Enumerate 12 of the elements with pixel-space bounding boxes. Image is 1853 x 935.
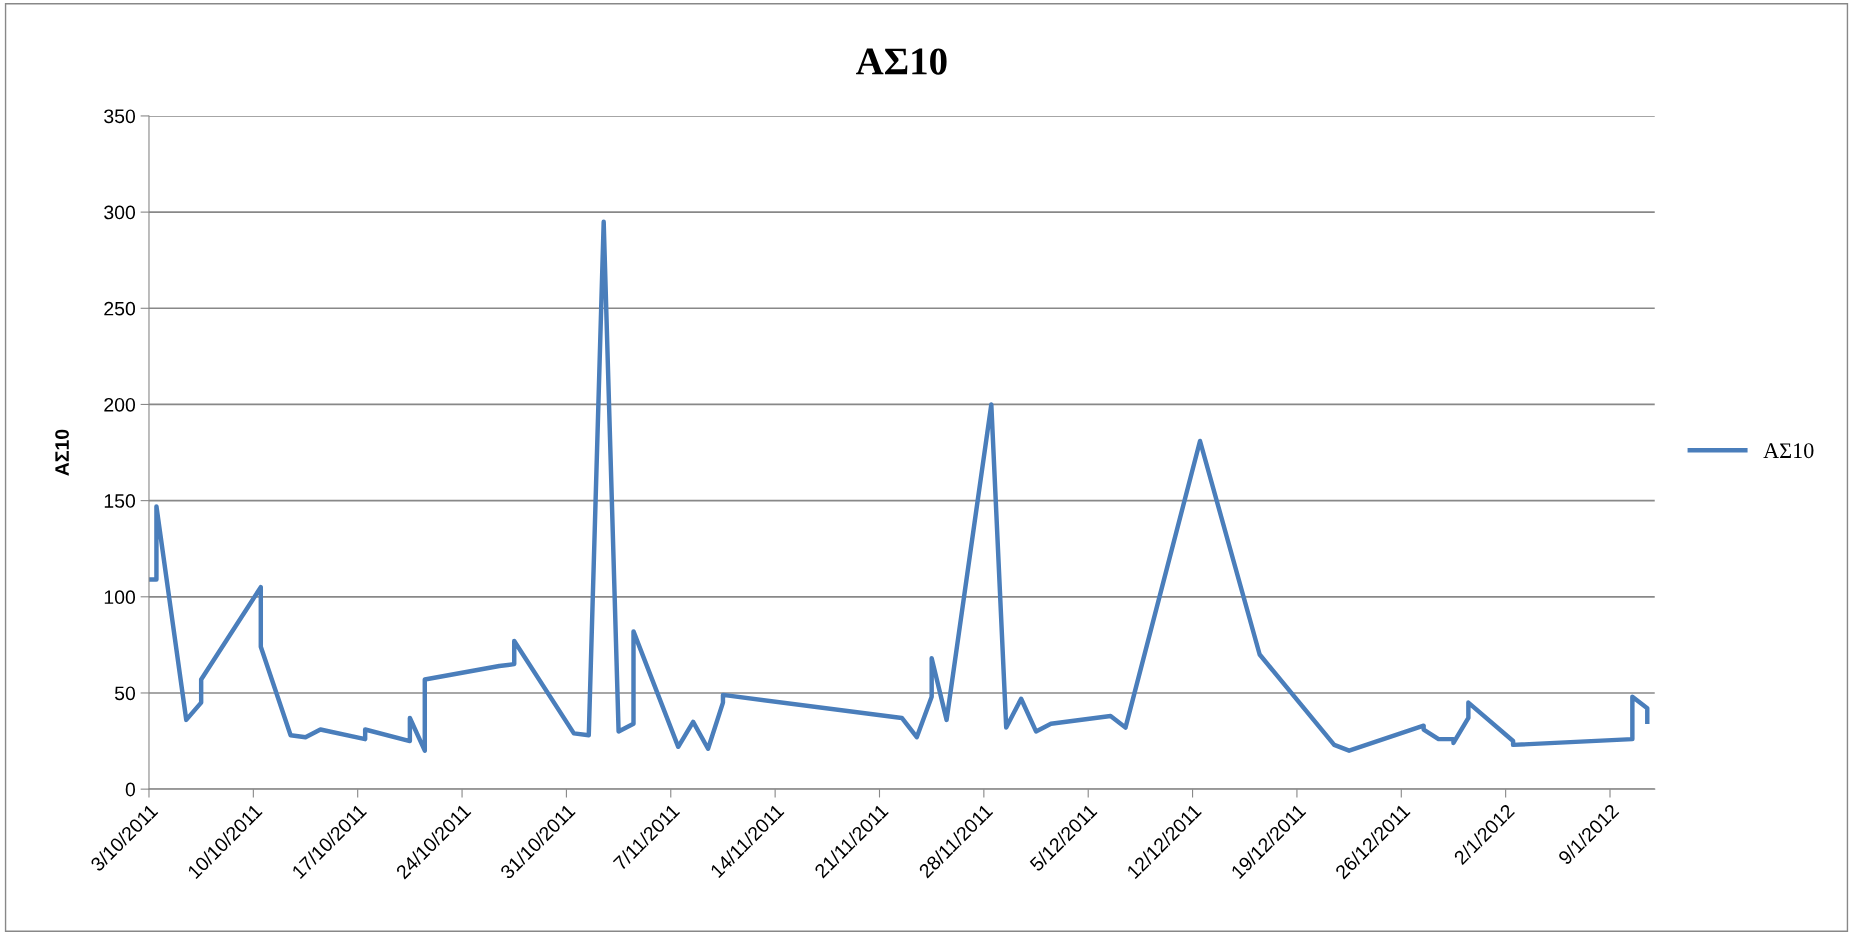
y-tick-label: 300: [104, 205, 136, 220]
y-tick-label: 0: [125, 782, 136, 797]
y-tick-label: 250: [104, 301, 136, 316]
y-tick-label: 100: [104, 590, 136, 605]
legend-label: ΑΣ10: [1763, 443, 1814, 459]
y-axis-title: ΑΣ10: [55, 429, 69, 476]
y-tick-label: 150: [104, 494, 136, 508]
y-tick-label: 50: [114, 686, 136, 701]
chart-title: ΑΣ10: [856, 48, 947, 75]
line-series: [148, 219, 1650, 753]
y-tick-label: 200: [104, 397, 136, 412]
y-tick-label: 350: [104, 109, 136, 124]
